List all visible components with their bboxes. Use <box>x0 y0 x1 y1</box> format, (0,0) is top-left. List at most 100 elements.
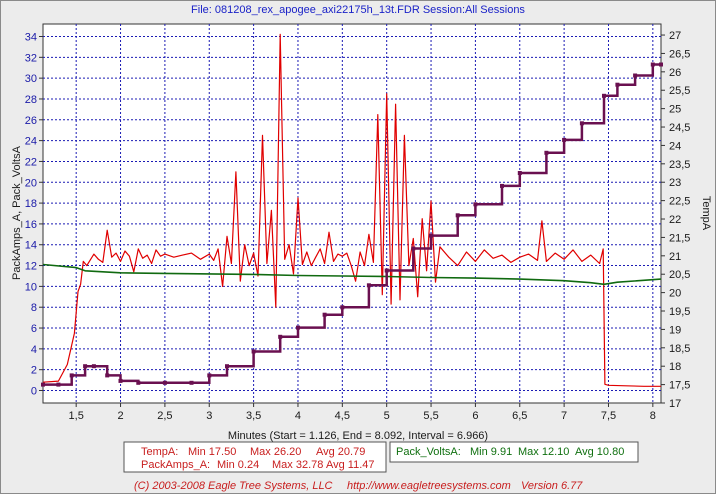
tick-label-left: 0 <box>31 386 37 398</box>
tick-label-right: 27 <box>669 30 681 42</box>
temp-point <box>615 82 620 87</box>
temp-point <box>41 382 45 387</box>
tick-label-bottom: 8 <box>650 410 656 422</box>
temp-point <box>429 233 433 238</box>
tick-label-left: 6 <box>31 323 37 335</box>
summary-box-left <box>123 441 387 473</box>
tick-label-left: 18 <box>25 198 37 210</box>
temp-point <box>659 62 663 67</box>
tick-label-left: 2 <box>31 365 37 377</box>
series-line-pack-volts <box>42 263 662 286</box>
footer-url[interactable]: http://www.eagletreesystems.com <box>347 480 511 492</box>
summary-temp-name: TempA: <box>141 446 178 458</box>
summary-amps-avg: Avg 11.47 <box>326 459 375 471</box>
tick-label-right: 17 <box>669 398 681 410</box>
tick-label-bottom: 1,5 <box>69 410 84 422</box>
tick-label-right: 18,5 <box>669 343 690 355</box>
tick-label-bottom: 3,5 <box>246 410 261 422</box>
temp-point <box>562 137 567 142</box>
temp-point <box>136 380 141 385</box>
temp-point <box>118 378 123 383</box>
tick-label-right: 24 <box>669 140 681 152</box>
tick-label-right: 18 <box>669 361 681 373</box>
footer-copyright: (C) 2003-2008 Eagle Tree Systems, LLC <box>134 480 333 492</box>
tick-label-right: 21,5 <box>669 232 690 244</box>
temp-point <box>105 373 110 378</box>
temp-point <box>500 183 504 188</box>
tick-label-left: 24 <box>25 136 37 148</box>
summary-temp-max: Max 26.20 <box>250 446 301 458</box>
temp-point <box>544 150 549 155</box>
tick-label-right: 24,5 <box>669 122 690 134</box>
summary-volts-name: Pack_VoltsA: <box>396 446 461 458</box>
temp-point <box>650 62 655 67</box>
temp-point <box>225 364 229 369</box>
tick-label-right: 22,5 <box>669 196 690 208</box>
tick-label-left: 22 <box>25 156 37 168</box>
plot-area <box>42 23 662 404</box>
summary-amps-name: PackAmps_A: <box>141 459 210 471</box>
summary-volts-max: Max 12.10 <box>518 446 569 458</box>
bottom-axis-ticks: 1,5 2 2,5 3 3,5 4 4,5 5 5,5 6 6,5 7 7,5 8 <box>69 403 656 422</box>
tick-label-left: 14 <box>25 240 37 252</box>
right-axis-ticks: 17 17,5 18 18,5 19 19,5 20 20,5 21 21,5 22 22,5 23 23… <box>661 30 690 410</box>
temp-point <box>340 305 345 310</box>
tick-label-right: 22 <box>669 214 681 226</box>
tick-label-right: 23,5 <box>669 159 690 171</box>
temp-point <box>83 364 88 369</box>
tick-label-left: 34 <box>25 31 37 43</box>
temp-point <box>633 73 638 78</box>
series-line-pack-amps <box>42 33 661 387</box>
tick-label-right: 20 <box>669 288 681 300</box>
tick-label-right: 17,5 <box>669 380 690 392</box>
tick-label-bottom: 5 <box>384 410 390 422</box>
tick-label-bottom: 2,5 <box>157 410 172 422</box>
temp-point <box>322 312 327 317</box>
tick-label-bottom: 6 <box>472 410 478 422</box>
summary-volts-avg: Avg 10.80 <box>575 446 624 458</box>
temp-point <box>69 373 74 378</box>
summary-amps-min: Min 0.24 <box>217 459 259 471</box>
tick-label-left: 12 <box>25 261 37 273</box>
temp-point <box>251 349 256 354</box>
tick-label-left: 30 <box>25 73 37 85</box>
tick-label-left: 10 <box>25 281 37 293</box>
summary-volts-min: Min 9.91 <box>470 446 512 458</box>
tick-label-bottom: 4 <box>295 410 301 422</box>
tick-label-right: 19 <box>669 324 681 336</box>
tick-label-left: 20 <box>25 177 37 189</box>
summary-temp-min: Min 17.50 <box>188 446 236 458</box>
tick-label-left: 4 <box>31 344 37 356</box>
temp-point <box>189 380 194 385</box>
tick-label-right: 23 <box>669 177 681 189</box>
tick-label-bottom: 2 <box>117 410 123 422</box>
tick-label-right: 26 <box>669 67 681 79</box>
summary-temp-avg: Avg 20.79 <box>316 446 365 458</box>
file-title: File: 081208_rex_apogee_axi22175h_13t.FD… <box>191 4 525 16</box>
tick-label-right: 25 <box>669 104 681 116</box>
tick-label-right: 25,5 <box>669 85 690 97</box>
tick-label-left: 28 <box>25 94 37 106</box>
series-layer <box>41 33 663 387</box>
grid-lines <box>43 24 661 403</box>
temp-point <box>602 93 606 98</box>
temp-point <box>296 325 300 330</box>
tick-label-bottom: 3 <box>206 410 212 422</box>
tick-label-bottom: 7,5 <box>601 410 616 422</box>
temp-point <box>91 364 96 369</box>
tick-label-left: 26 <box>25 115 37 127</box>
tick-label-bottom: 4,5 <box>335 410 350 422</box>
x-axis-label: Minutes (Start = 1.126, End = 8.092, Int… <box>228 430 488 442</box>
temp-point <box>207 373 212 378</box>
footer-version: Version 6.77 <box>521 480 583 492</box>
temp-point <box>455 213 460 218</box>
y-axis-right-label: TempA <box>700 196 712 231</box>
tick-label-right: 26,5 <box>669 48 690 60</box>
tick-label-bottom: 6,5 <box>512 410 527 422</box>
tick-label-right: 21 <box>669 251 681 263</box>
y-axis-left-label: PackAmps_A, Pack_VoltsA <box>11 145 23 280</box>
temp-point <box>411 246 416 251</box>
temp-point <box>579 121 584 126</box>
